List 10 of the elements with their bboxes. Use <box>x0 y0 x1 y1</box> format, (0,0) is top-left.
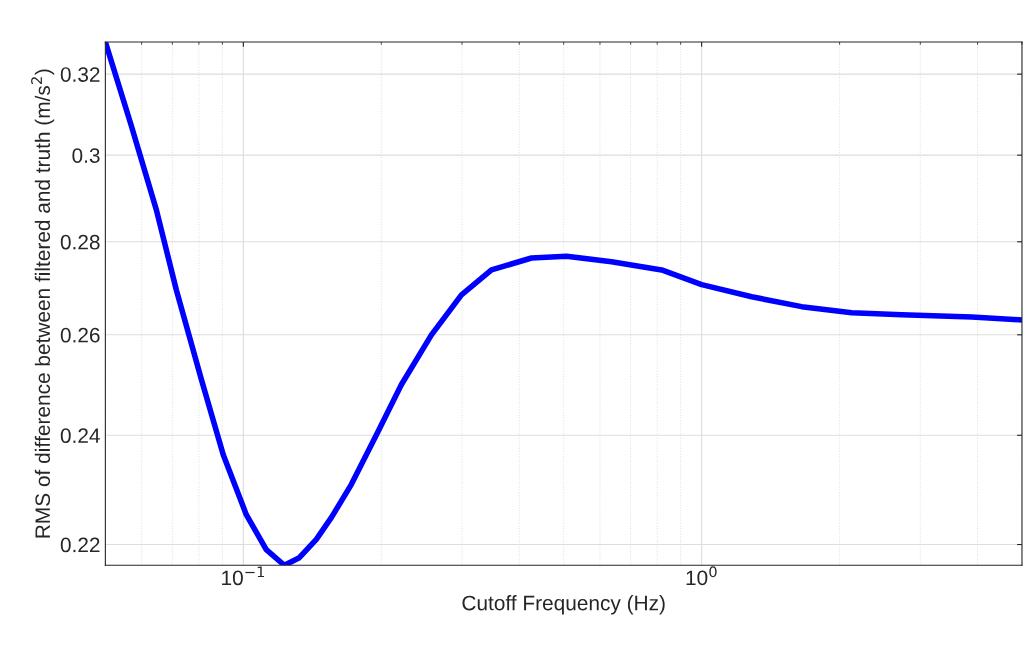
x-tick-label: 10$^{0}$ <box>686 566 717 586</box>
y-tick-label: 0.3 <box>72 148 100 163</box>
y-tick-label: 0.32 <box>60 67 100 82</box>
y-tick-label: 0.24 <box>60 428 100 444</box>
x-tick-label: 10$^{−1}$ <box>222 566 265 586</box>
y-axis-title: RMS of difference between filtered and truth (m/s$^{2}$) <box>31 69 55 538</box>
x-axis-title: Cutoff Frequency (Hz) <box>462 595 665 615</box>
y-tick-label: 0.26 <box>60 327 100 343</box>
y-tick-label: 0.22 <box>60 537 100 553</box>
y-tick-label: 0.28 <box>60 234 100 250</box>
